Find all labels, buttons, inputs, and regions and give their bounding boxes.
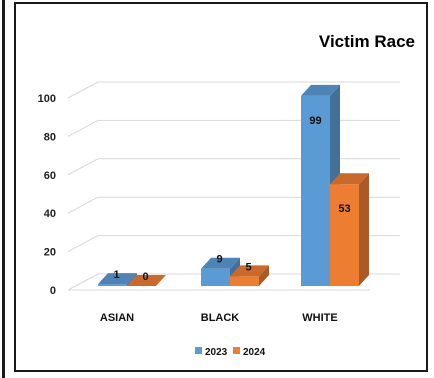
gridline-diag	[67, 196, 99, 214]
chart-frame	[14, 2, 428, 372]
bar-top	[330, 173, 369, 185]
legend-swatch	[195, 347, 202, 354]
bar-front	[201, 268, 230, 286]
chart-title: Victim Race	[319, 32, 415, 51]
legend: 2023 2024	[195, 347, 266, 358]
gridline-diag	[67, 81, 99, 99]
bar-asian-2024: 0	[127, 271, 166, 286]
bar-asian-2023: 1	[98, 269, 137, 286]
gridline-diag	[67, 235, 99, 253]
y-tick-label: 60	[44, 170, 56, 182]
bar-side	[127, 273, 137, 286]
data-label: 5	[245, 261, 251, 273]
category-label: ASIAN	[100, 312, 134, 324]
x-axis-categories: ASIAN BLACK WHITE	[100, 312, 338, 324]
bar-top	[301, 84, 340, 96]
data-label: 53	[338, 203, 350, 215]
left-border	[2, 0, 5, 378]
bar-top	[127, 275, 166, 286]
bar-black-2024: 5	[230, 261, 269, 286]
gridline-diag	[67, 273, 99, 291]
bar-front	[301, 95, 330, 286]
bar-front	[330, 184, 359, 286]
bar-top	[98, 273, 137, 285]
category-label: WHITE	[302, 312, 337, 324]
y-tick-label: 100	[38, 93, 56, 105]
bars: 1 0 9 5 99 53	[98, 84, 369, 286]
data-label: 0	[142, 271, 148, 283]
legend-label: 2024	[243, 347, 266, 358]
category-label: BLACK	[201, 312, 240, 324]
y-tick-label: 40	[44, 208, 56, 220]
bar-front	[98, 284, 127, 286]
y-tick-label: 20	[44, 247, 56, 259]
bar-front	[230, 276, 259, 286]
data-label: 1	[113, 269, 119, 281]
gridline-diag	[67, 158, 99, 176]
gridlines	[67, 81, 400, 291]
bar-top	[230, 265, 269, 277]
gridline-diag	[67, 119, 99, 137]
legend-swatch	[233, 347, 240, 354]
bar-side	[259, 265, 269, 286]
y-tick-label: 80	[44, 131, 56, 143]
data-label: 99	[309, 115, 321, 127]
bar-top	[201, 257, 240, 269]
bar-white-2024: 53	[330, 173, 369, 286]
y-axis-ticks: 0 20 40 60 80 100	[38, 93, 56, 297]
y-tick-label: 0	[50, 285, 56, 297]
legend-label: 2023	[205, 347, 228, 358]
bar-side	[359, 173, 369, 286]
data-label: 9	[216, 254, 222, 266]
